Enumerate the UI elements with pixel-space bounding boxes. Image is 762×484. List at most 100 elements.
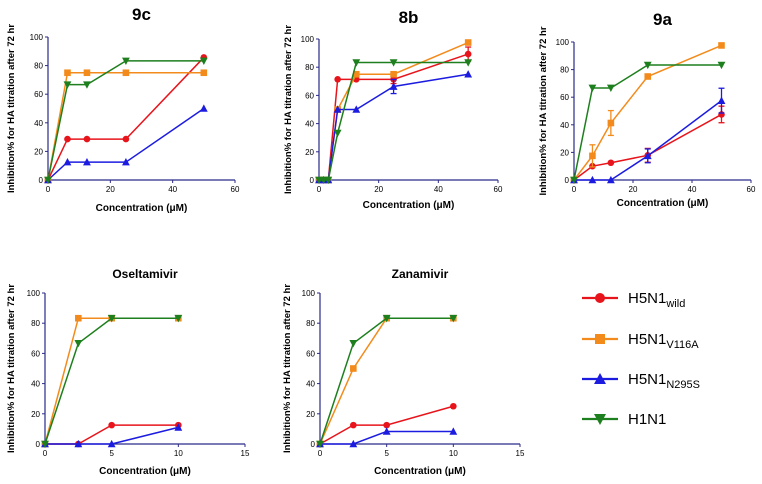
- x-axis-label: Concentration (μM): [96, 203, 188, 214]
- data-point: [644, 73, 652, 80]
- y-tick-label: 20: [560, 148, 569, 157]
- series-H5N1_N295S: [44, 104, 208, 184]
- data-point: [75, 314, 82, 322]
- data-point: [589, 152, 596, 160]
- chart-title: Zanamivir: [392, 267, 449, 281]
- chart-zanamivir: Zanamivir 0 20 40 60 80 100 0 5 10 15 Concentration…: [282, 267, 525, 477]
- data-point: [83, 69, 91, 77]
- y-tick-label: 80: [34, 62, 43, 71]
- legend-label: H5N1wild: [628, 290, 685, 310]
- series-H1N1: [316, 314, 458, 449]
- series-line: [319, 405, 454, 445]
- y-tick-label: 0: [310, 176, 315, 185]
- series-line: [574, 100, 722, 181]
- y-tick-label: 80: [306, 319, 315, 328]
- data-point: [334, 76, 341, 83]
- series-line: [44, 317, 179, 445]
- data-point: [449, 427, 458, 435]
- series-line: [47, 107, 205, 181]
- y-axis-label: Inhibition% for HA titration after 72 hr: [538, 26, 549, 195]
- x-tick-label: 20: [629, 185, 638, 194]
- x-tick-label: 0: [43, 449, 48, 458]
- chart-title: 9a: [653, 10, 672, 29]
- data-point: [606, 84, 615, 93]
- legend-marker: [595, 334, 605, 344]
- chart-title: Oseltamivir: [112, 267, 178, 281]
- y-tick-label: 40: [560, 121, 569, 130]
- series-H5N1_N295S: [41, 423, 183, 448]
- x-tick-label: 0: [317, 185, 322, 194]
- series-H1N1: [44, 57, 208, 185]
- x-tick-label: 40: [434, 185, 443, 194]
- x-tick-label: 10: [449, 449, 458, 458]
- y-axis-label: Inhibition% for HA titration after 72 hr: [283, 25, 294, 194]
- data-point: [352, 59, 361, 67]
- series-H5N1_wild: [315, 46, 472, 184]
- data-point: [64, 69, 71, 77]
- legend: H5N1wild H5N1V116A H5N1N295S H1N1: [582, 290, 700, 428]
- series-line: [320, 430, 454, 445]
- legend-item-H5N1_wild: H5N1wild: [582, 290, 685, 310]
- data-point: [83, 158, 91, 166]
- y-tick-label: 60: [31, 349, 40, 358]
- x-tick-label: 15: [241, 449, 250, 458]
- series-line: [45, 426, 179, 445]
- data-point: [389, 82, 398, 90]
- data-point: [717, 96, 726, 104]
- y-tick-label: 100: [302, 289, 316, 298]
- x-tick-label: 0: [572, 185, 577, 194]
- x-tick-label: 15: [516, 449, 525, 458]
- data-point: [450, 402, 457, 410]
- x-tick-label: 40: [168, 185, 177, 194]
- data-point: [382, 314, 391, 323]
- y-tick-label: 20: [34, 147, 43, 156]
- data-point: [464, 50, 472, 58]
- chart-oseltamivir: Oseltamivir 0 20 40 60 80 100 0 5 10 15 Concentrati…: [6, 267, 250, 477]
- y-tick-label: 60: [306, 349, 315, 358]
- data-point: [324, 176, 333, 185]
- y-tick-label: 80: [305, 63, 314, 72]
- x-axis-label: Concentration (μM): [99, 466, 191, 477]
- data-point: [350, 421, 357, 429]
- series-H5N1_V116A: [44, 69, 208, 184]
- data-point: [199, 104, 208, 112]
- data-point: [83, 81, 91, 89]
- data-point: [64, 135, 71, 143]
- data-point: [174, 314, 183, 323]
- x-tick-label: 60: [494, 185, 503, 194]
- data-point: [570, 176, 578, 185]
- chart-8b: 8b 0 20 40 60 80 100 0 20 40 60 Concentration (μM) I…: [283, 8, 503, 211]
- data-point: [333, 129, 342, 138]
- x-axis-label: Concentration (μM): [363, 200, 455, 211]
- legend-label: H1N1: [628, 411, 666, 428]
- data-point: [122, 158, 130, 166]
- data-point: [200, 69, 208, 77]
- x-tick-label: 40: [688, 185, 697, 194]
- data-point: [718, 42, 725, 49]
- y-tick-label: 60: [34, 90, 43, 99]
- data-point: [643, 61, 652, 70]
- data-point: [464, 59, 473, 67]
- data-point: [41, 440, 49, 449]
- y-tick-label: 60: [560, 93, 569, 102]
- y-tick-label: 0: [36, 440, 41, 449]
- data-point: [63, 81, 72, 89]
- y-tick-label: 20: [305, 148, 314, 157]
- data-point: [74, 339, 83, 348]
- x-tick-label: 60: [231, 185, 240, 194]
- legend-marker: [595, 293, 605, 303]
- data-point: [74, 439, 83, 448]
- y-axis-label: Inhibition% for HA titration after 72 hr: [6, 24, 17, 193]
- y-tick-label: 40: [306, 380, 315, 389]
- series-line: [319, 317, 454, 445]
- data-point: [382, 427, 391, 435]
- data-point: [108, 421, 115, 429]
- x-tick-label: 0: [318, 449, 323, 458]
- y-tick-label: 20: [306, 410, 315, 419]
- chart-9a: 9a 0 20 40 60 80 100 0 20 40 60 Concentration (μM) I…: [538, 10, 756, 209]
- legend-item-H5N1_V116A: H5N1V116A: [582, 331, 699, 351]
- y-tick-label: 100: [27, 289, 41, 298]
- y-tick-label: 40: [31, 380, 40, 389]
- x-tick-label: 60: [747, 185, 756, 194]
- series-H1N1: [41, 314, 183, 449]
